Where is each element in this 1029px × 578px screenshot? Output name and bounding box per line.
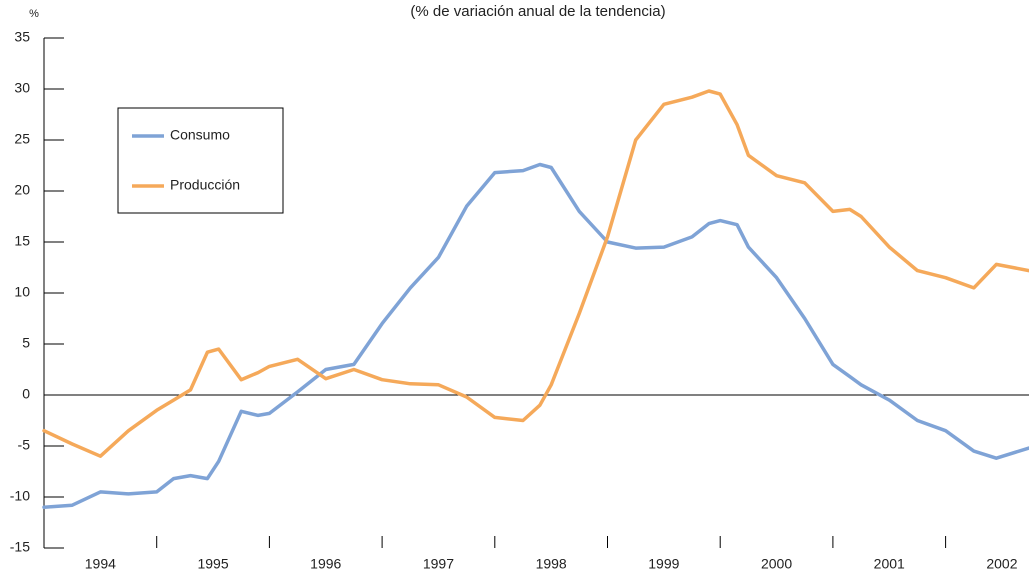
x-tick-label: 1995 <box>197 556 228 572</box>
x-tick-label: 2001 <box>874 556 905 572</box>
y-tick-label: 30 <box>14 80 30 96</box>
x-tick-label: 1997 <box>423 556 454 572</box>
y-tick-label: -10 <box>10 488 30 504</box>
x-tick-label: 1998 <box>536 556 567 572</box>
y-tick-label: 0 <box>22 386 30 402</box>
line-consumo <box>42 162 1029 509</box>
x-tick-label: 1996 <box>310 556 341 572</box>
x-tick-label: 2002 <box>986 556 1017 572</box>
legend-label: Producción <box>170 177 240 193</box>
y-tick-label: 10 <box>14 284 30 300</box>
y-tick-label: 15 <box>14 233 30 249</box>
line-produccin <box>42 89 1029 458</box>
y-tick-label: 25 <box>14 131 30 147</box>
x-tick-label: 1999 <box>648 556 679 572</box>
y-tick-label: -5 <box>18 437 31 453</box>
x-tick-label: 1994 <box>85 556 116 572</box>
x-tick-label: 2000 <box>761 556 792 572</box>
y-tick-label: 20 <box>14 182 30 198</box>
y-tick-label: 35 <box>14 29 30 45</box>
y-axis-label: % <box>29 8 39 20</box>
legend-label: Consumo <box>170 127 230 143</box>
y-tick-label: 5 <box>22 335 30 351</box>
legend-box <box>117 107 284 214</box>
y-tick-label: -15 <box>10 539 30 555</box>
chart-title: (% de variación anual de la tendencia) <box>410 3 665 20</box>
